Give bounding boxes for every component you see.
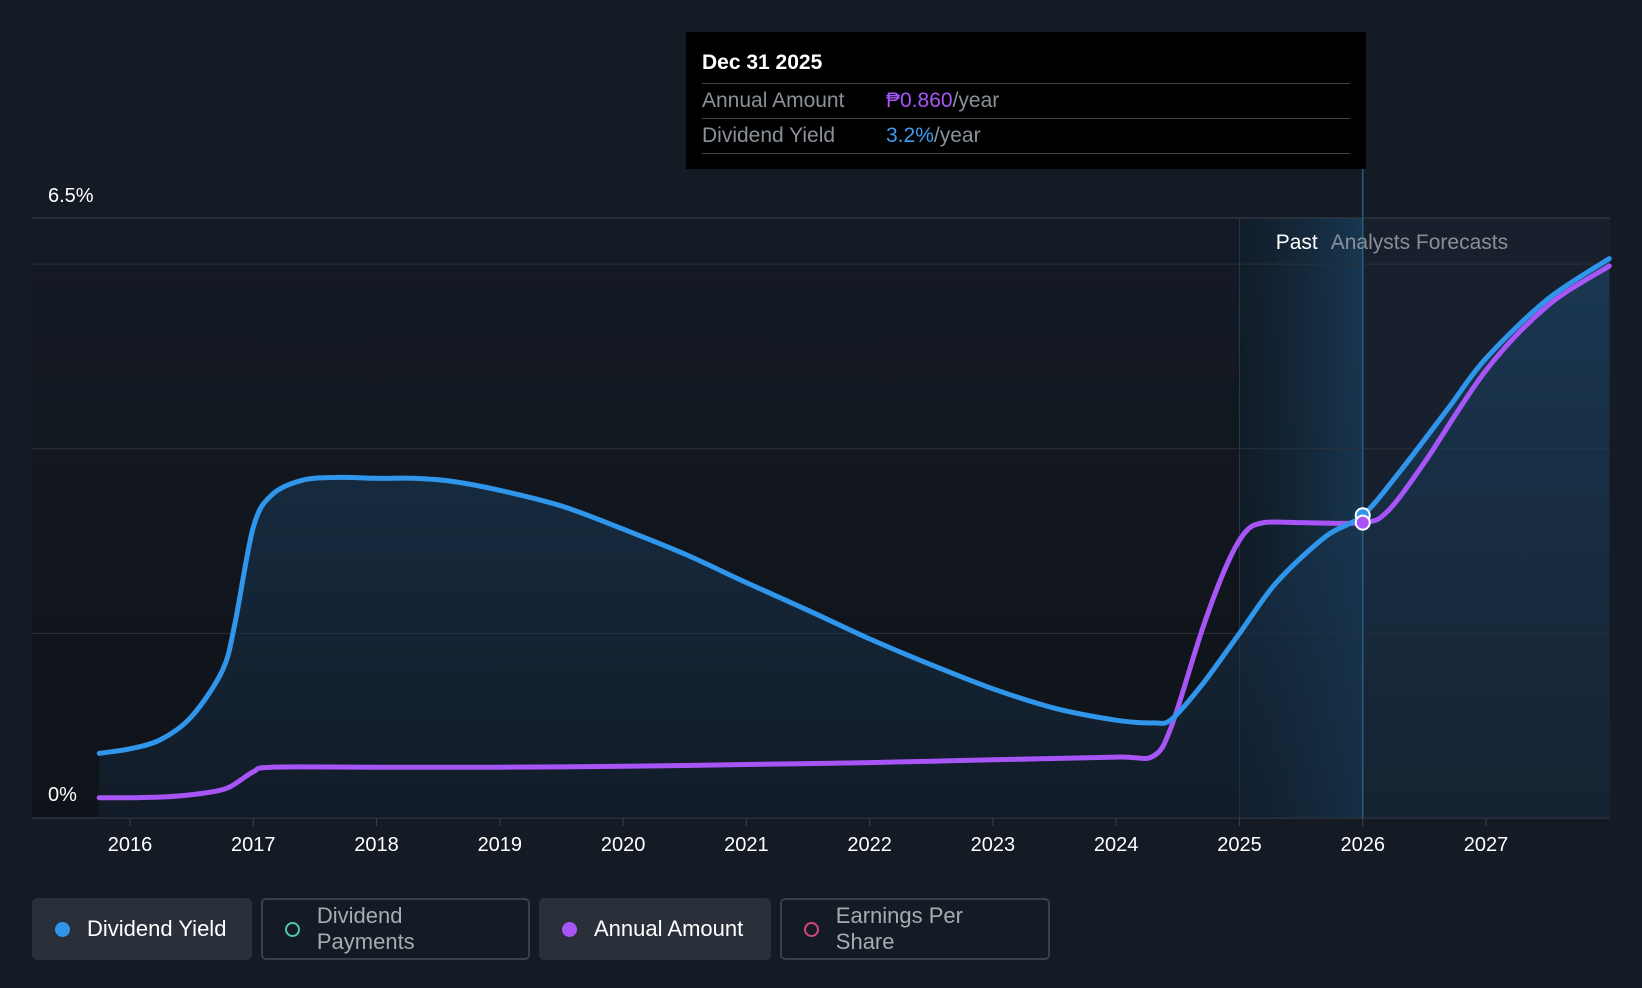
x-tick-label: 2027 bbox=[1464, 834, 1509, 856]
x-tick-label: 2017 bbox=[231, 834, 276, 856]
legend-label: Dividend Payments bbox=[316, 903, 415, 954]
x-tick-label: 2022 bbox=[847, 834, 892, 856]
x-tick-label: 2020 bbox=[601, 834, 646, 856]
y-axis-bottom-label: 0% bbox=[48, 784, 77, 806]
legend-earnings-per-share-button[interactable]: Earnings Per Share bbox=[780, 898, 1050, 960]
legend-annual-amount-button[interactable]: Annual Amount bbox=[539, 898, 771, 960]
tooltip-unit: /year bbox=[933, 124, 981, 147]
tooltip-value: 3.2% bbox=[886, 124, 934, 147]
legend-label: Earnings Per Share bbox=[835, 903, 963, 954]
legend-dividend-payments-button[interactable]: Dividend Payments bbox=[261, 898, 530, 960]
forecast-label: Analysts Forecasts bbox=[1331, 231, 1508, 254]
x-tick-label: 2023 bbox=[971, 834, 1016, 856]
tooltip-row-dividend-yield: Dividend Yield 3.2% /year bbox=[702, 118, 1350, 154]
tooltip-unit: /year bbox=[952, 89, 1000, 112]
chart-legend: Dividend Yield Dividend Payments Annual … bbox=[32, 898, 1050, 962]
tooltip-label: Dividend Yield bbox=[702, 124, 836, 147]
y-axis-top-label: 6.5% bbox=[48, 185, 94, 207]
filled-dot-icon bbox=[55, 921, 70, 937]
dividend-yield-area bbox=[99, 258, 1610, 819]
x-tick-label: 2021 bbox=[724, 834, 769, 856]
x-tick-label: 2024 bbox=[1094, 834, 1139, 856]
annual-amount-marker bbox=[1354, 514, 1371, 531]
legend-label: Dividend Yield bbox=[87, 916, 227, 941]
legend-dividend-yield-button[interactable]: Dividend Yield bbox=[32, 898, 252, 960]
x-tick-label: 2016 bbox=[108, 834, 153, 856]
tooltip-value: ₱0.860 bbox=[886, 89, 953, 112]
annual-amount-line bbox=[96, 263, 1612, 801]
x-tick-label: 2019 bbox=[478, 834, 523, 856]
tooltip-label: Annual Amount bbox=[702, 89, 845, 112]
x-tick-label: 2025 bbox=[1217, 834, 1262, 856]
past-label: Past bbox=[1276, 231, 1318, 254]
hollow-dot-icon bbox=[804, 921, 819, 937]
chart-tooltip: Dec 31 2025 Annual Amount ₱0.860 /year D… bbox=[686, 32, 1366, 169]
x-tick-label: 2018 bbox=[354, 834, 399, 856]
hollow-dot-icon bbox=[285, 921, 300, 937]
tooltip-row-annual-amount: Annual Amount ₱0.860 /year bbox=[702, 83, 1350, 118]
x-tick-label: 2026 bbox=[1340, 834, 1385, 856]
dividend-yield-line bbox=[96, 256, 1612, 756]
tooltip-date: Dec 31 2025 bbox=[702, 51, 823, 74]
filled-dot-icon bbox=[562, 921, 577, 937]
legend-label: Annual Amount bbox=[594, 916, 744, 941]
